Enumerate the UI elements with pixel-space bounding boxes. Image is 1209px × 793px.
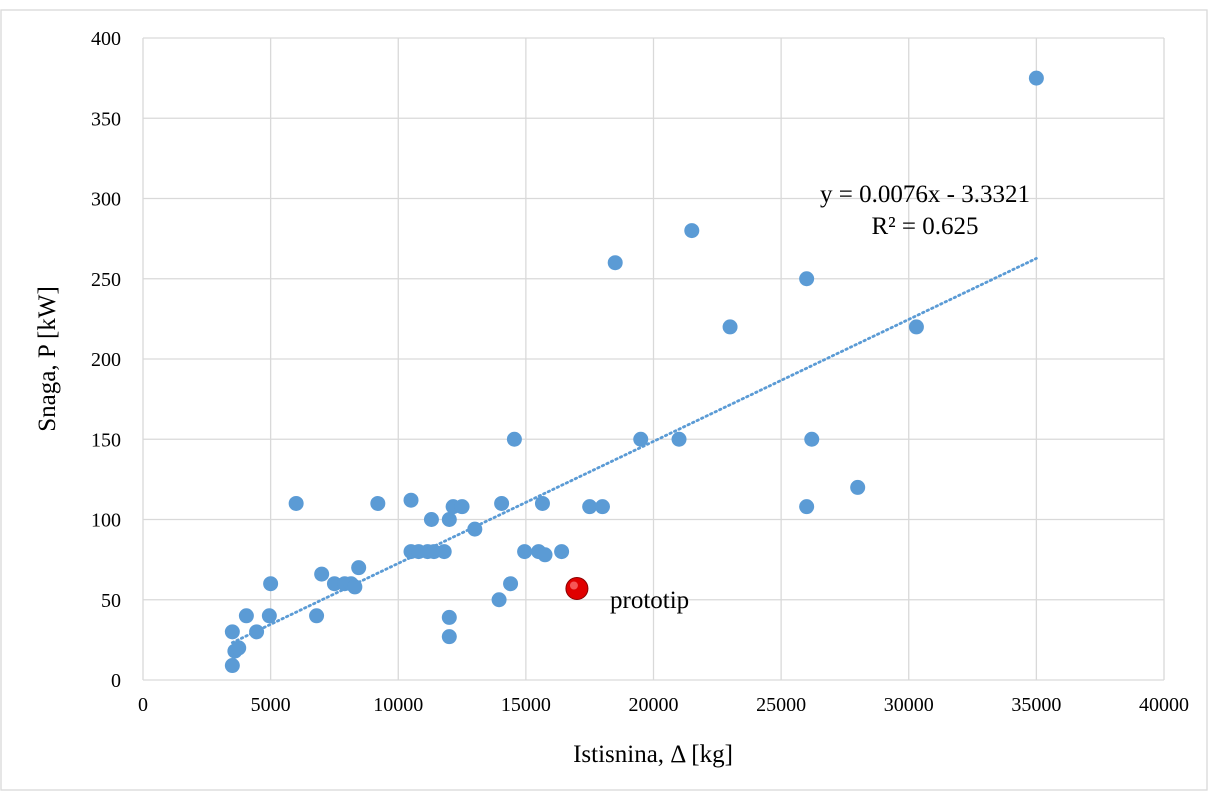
data-point [288, 495, 304, 511]
data-point [799, 499, 815, 515]
data-point [908, 319, 924, 335]
data-points [224, 70, 1044, 674]
y-tick-label: 250 [91, 269, 121, 291]
data-point [804, 431, 820, 447]
x-tick-label: 0 [138, 694, 148, 716]
data-point [231, 640, 247, 656]
data-point [238, 608, 254, 624]
data-point [347, 579, 363, 595]
y-axis-title: Snaga, P [kW] [34, 286, 61, 432]
chart-frame [0, 9, 1208, 791]
data-point [722, 319, 738, 335]
data-point [467, 521, 483, 537]
data-point [633, 431, 649, 447]
x-tick-label: 15000 [501, 694, 551, 716]
y-tick-label: 400 [91, 28, 121, 50]
y-tick-label: 150 [91, 429, 121, 451]
prototip-point [565, 577, 589, 601]
prototip-label: prototip [610, 587, 689, 614]
data-point [224, 658, 240, 674]
trendline-r2: R² = 0.625 [871, 213, 978, 240]
x-tick-label: 10000 [373, 694, 423, 716]
data-point [537, 547, 553, 563]
data-point [582, 499, 598, 515]
y-tick-label: 350 [91, 108, 121, 130]
data-point [494, 495, 510, 511]
tick-labels: 0 5000 10000 15000 20000 25000 30000 35000 40000… [91, 28, 1189, 716]
data-point [503, 576, 519, 592]
data-point [517, 544, 533, 560]
prototip-point-shine [569, 581, 578, 590]
x-tick-label: 35000 [1011, 694, 1061, 716]
data-point [607, 255, 623, 271]
data-point [799, 271, 815, 287]
x-tick-label: 30000 [884, 694, 934, 716]
trendline-equation: y = 0.0076x - 3.3321 [820, 181, 1030, 208]
gridlines [142, 37, 1165, 681]
x-tick-label: 20000 [629, 694, 679, 716]
x-tick-label: 40000 [1139, 694, 1189, 716]
y-tick-label: 100 [91, 510, 121, 532]
y-tick-label: 50 [101, 590, 121, 612]
x-axis-title: Istisnina, Δ [kg] [573, 741, 733, 768]
data-point [554, 544, 570, 560]
trendline-group [230, 257, 1038, 645]
data-point [594, 499, 610, 515]
data-point [534, 495, 550, 511]
data-point [423, 512, 439, 527]
data-point [403, 492, 419, 508]
data-point [224, 624, 240, 640]
data-point [309, 608, 325, 624]
data-point [263, 576, 279, 592]
data-point [671, 431, 687, 447]
prototip-group [565, 577, 589, 601]
data-point [436, 544, 452, 560]
data-point [506, 431, 522, 447]
data-point [441, 609, 457, 625]
x-tick-label: 25000 [756, 694, 806, 716]
y-tick-label: 200 [91, 349, 121, 371]
y-tick-label: 0 [111, 670, 121, 692]
data-point [441, 629, 457, 645]
data-point [249, 624, 265, 640]
data-point [684, 223, 700, 239]
data-point [441, 512, 457, 527]
data-point [261, 608, 277, 624]
y-tick-label: 300 [91, 189, 121, 211]
data-point [314, 566, 330, 582]
x-tick-label: 5000 [251, 694, 291, 716]
data-point [850, 479, 866, 495]
trendline [230, 257, 1038, 645]
data-point [491, 592, 507, 608]
data-point [454, 499, 470, 515]
data-point [351, 560, 367, 576]
data-point [1028, 70, 1044, 86]
data-point [370, 495, 386, 511]
